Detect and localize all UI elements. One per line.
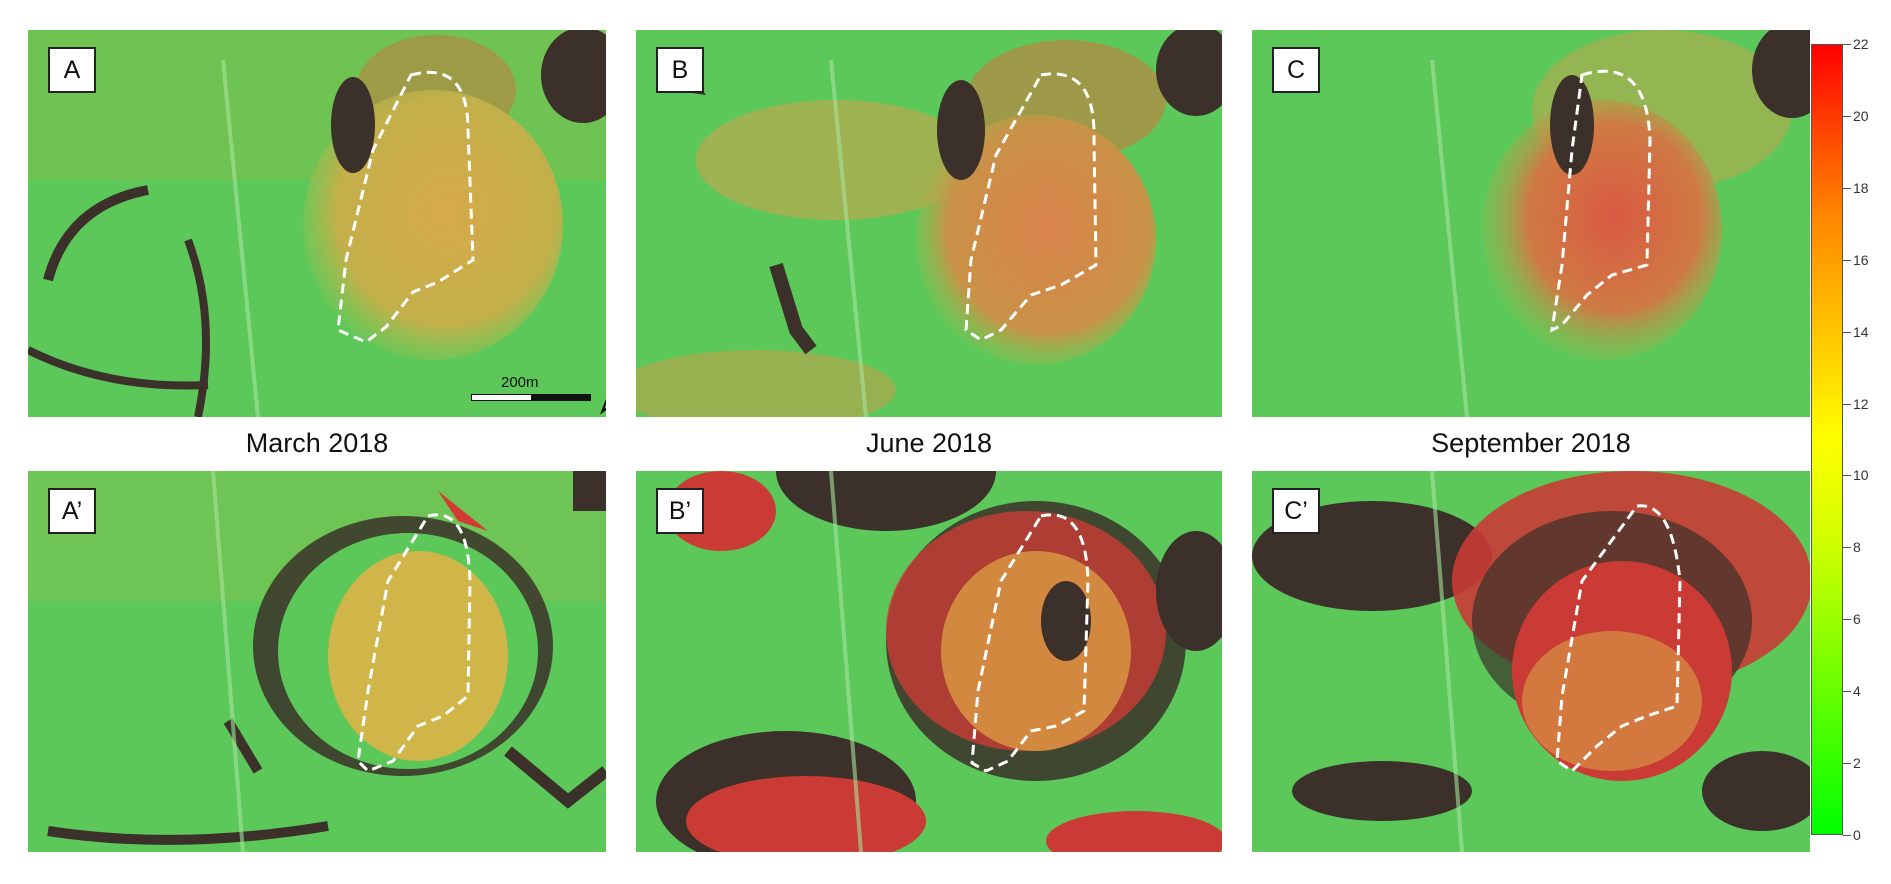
- colorbar-tick-label: 18: [1853, 179, 1869, 196]
- map-c: [1252, 30, 1810, 417]
- panel-label-a: A: [48, 47, 96, 93]
- scale-bar-graphic: [471, 394, 591, 401]
- scale-bar-label: 200m: [501, 374, 539, 391]
- panel-label-b: B: [656, 47, 704, 93]
- colorbar-tick-label: 10: [1853, 467, 1869, 484]
- colorbar-tick-mark: [1843, 763, 1851, 765]
- north-arrow-label: N: [605, 414, 606, 417]
- colorbar-tick-label: 0: [1853, 827, 1861, 843]
- panel-a-prime: A’: [28, 471, 606, 852]
- colorbar-tick-label: 2: [1853, 755, 1861, 772]
- panel-label-c-prime: C’: [1272, 488, 1320, 534]
- colorbar-tick-mark: [1843, 115, 1851, 117]
- panel-label-a-prime: A’: [48, 488, 96, 534]
- map-b-prime: [636, 471, 1222, 852]
- caption-march-2018: March 2018: [245, 428, 389, 458]
- colorbar-tick-label: 16: [1853, 251, 1869, 268]
- north-arrow-icon: [600, 398, 606, 414]
- colorbar-tick-mark: [1843, 259, 1851, 261]
- colorbar-tick-mark: [1843, 44, 1851, 45]
- colorbar-tick-label: 12: [1853, 395, 1869, 412]
- panel-label-c: C: [1272, 47, 1320, 93]
- colorbar-tick-mark: [1843, 691, 1851, 693]
- panel-a: A 200m N: [28, 30, 606, 417]
- colorbar-tick-mark: [1843, 403, 1851, 405]
- colorbar-tick-mark: [1843, 187, 1851, 189]
- colorbar-tick-mark: [1843, 331, 1851, 333]
- colorbar-tick-label: 6: [1853, 611, 1861, 628]
- north-arrow: N: [600, 384, 606, 417]
- colorbar-tick-mark: [1843, 835, 1851, 836]
- colorbar-tick-mark: [1843, 619, 1851, 621]
- map-b: [636, 30, 1222, 417]
- caption-june-2018: June 2018: [865, 428, 993, 458]
- colorbar-tick-label: 8: [1853, 539, 1861, 556]
- colorbar: [1811, 44, 1843, 835]
- colorbar-tick-label: 22: [1853, 36, 1869, 52]
- colorbar-tick-mark: [1843, 475, 1851, 477]
- caption-september-2018: September 2018: [1431, 428, 1631, 458]
- panel-label-b-prime: B’: [656, 488, 704, 534]
- panel-c: C: [1252, 30, 1810, 417]
- colorbar-tick-label: 20: [1853, 107, 1869, 124]
- map-a: [28, 30, 606, 417]
- panel-b: B: [636, 30, 1222, 417]
- map-c-prime: [1252, 471, 1810, 852]
- colorbar-tick-label: 4: [1853, 683, 1861, 700]
- map-a-prime: [28, 471, 606, 852]
- scale-bar: 200m: [471, 374, 591, 414]
- panel-b-prime: B’: [636, 471, 1222, 852]
- colorbar-tick-label: 14: [1853, 323, 1869, 340]
- colorbar-tick-mark: [1843, 547, 1851, 549]
- panel-c-prime: C’: [1252, 471, 1810, 852]
